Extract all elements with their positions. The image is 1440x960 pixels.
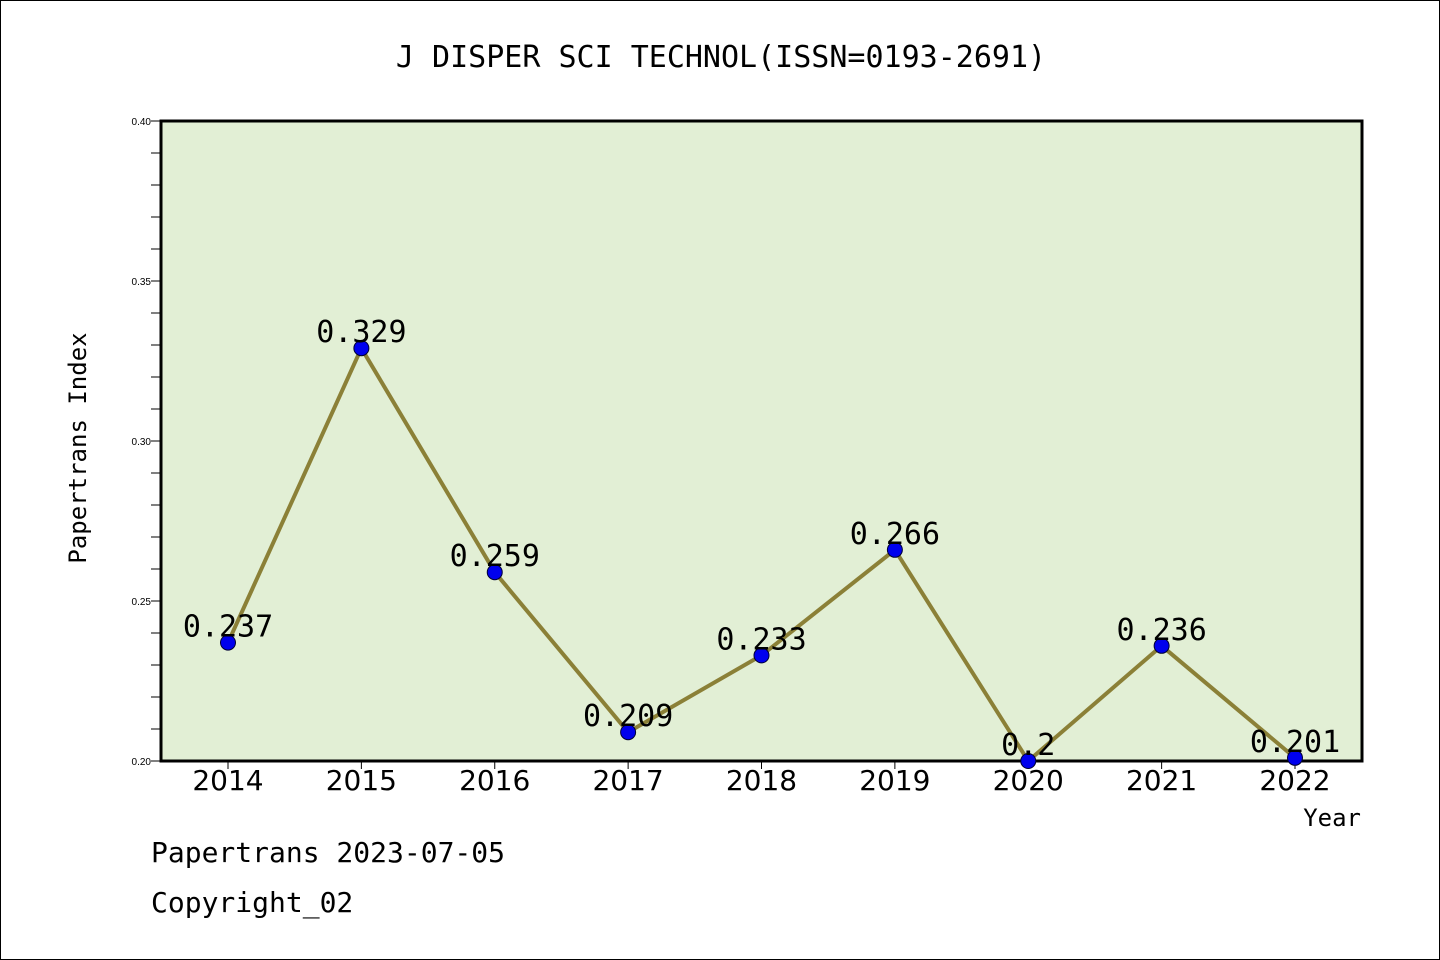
data-label: 0.201 [1250,725,1340,760]
data-label: 0.259 [450,539,540,574]
data-point [220,634,236,651]
data-label: 0.266 [850,517,940,552]
y-tick-label: 0.30 [132,437,152,448]
data-label: 0.233 [716,622,806,657]
x-tick-label: 2018 [726,764,797,797]
x-tick-label: 2015 [326,764,397,797]
data-point [886,541,903,558]
chart-title: J DISPER SCI TECHNOL(ISSN=0193-2691) [396,40,1046,75]
series-layer [220,340,1303,769]
x-tick-label: 2017 [592,764,663,797]
data-label: 0.236 [1116,613,1206,648]
y-tick-label: 0.20 [132,757,152,768]
y-axis: 0.20 0.25 0.30 0.35 0.40 [132,117,161,768]
y-tick-label: 0.35 [132,277,152,288]
data-label: 0.209 [583,699,673,734]
y-tick-label: 0.25 [132,597,152,608]
data-point [353,340,370,357]
data-label: 0.329 [316,315,406,350]
x-tick-label: 2021 [1126,764,1197,797]
x-tick-label: 2022 [1259,764,1330,797]
x-axis: 2014 2015 2016 2017 2018 2019 2020 2021 2022 [192,761,1331,797]
x-tick-label: 2019 [859,764,930,797]
x-tick-label: 2014 [192,764,263,797]
data-label: 0.237 [183,610,273,645]
footer-date: Papertrans 2023-07-05 [151,836,506,869]
y-axis-label: Papertrans Index [64,332,92,563]
data-point [620,724,637,741]
x-axis-label: Year [1303,804,1361,832]
x-tick-label: 2016 [459,764,530,797]
data-point [753,647,770,664]
data-point [486,564,503,581]
data-point [1153,637,1170,654]
data-labels: 0.237 0.329 0.259 0.209 0.233 0.266 0.2 0.236 0.… [183,315,1340,763]
x-tick-label: 2020 [993,764,1064,797]
data-point [1287,749,1303,766]
y-tick-label: 0.40 [132,117,152,128]
data-point [1020,753,1037,769]
footer-copyright: Copyright_02 [151,886,354,919]
data-label: 0.2 [1001,728,1055,763]
